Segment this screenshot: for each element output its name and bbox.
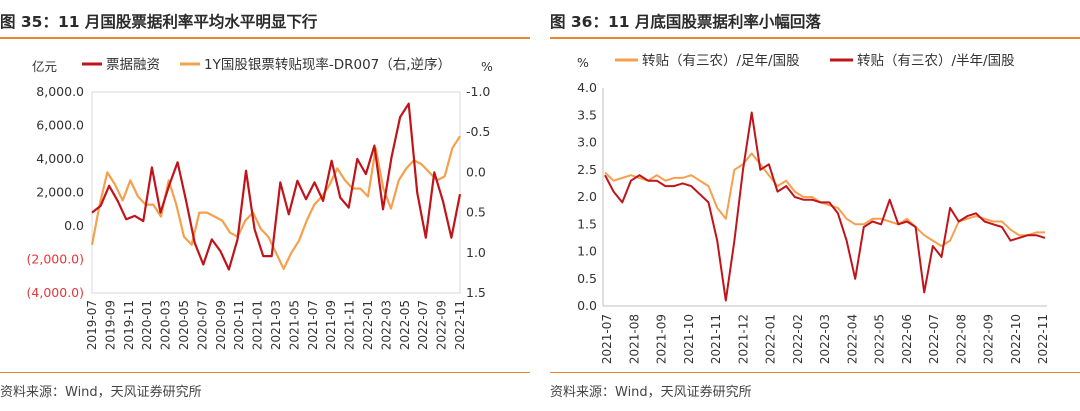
left-x-tick-label: 2020-05 bbox=[177, 300, 191, 350]
right-x-tick-label: 2022-05 bbox=[873, 314, 887, 364]
left-x-tick-label: 2020-09 bbox=[214, 300, 228, 350]
left-axis-unit: 亿元 bbox=[32, 59, 57, 74]
right-chart-y-tick-label: 4.0 bbox=[577, 80, 597, 95]
right-y-tick-label: 0.0 bbox=[466, 164, 486, 179]
left-y-tick-label: (2,000.0) bbox=[27, 252, 84, 267]
right-x-tick-label: 2022-03 bbox=[818, 314, 832, 364]
right-x-tick-label: 2021-08 bbox=[627, 314, 641, 364]
right-x-tick-label: 2021-12 bbox=[736, 314, 750, 364]
left-x-tick-label: 2019-07 bbox=[85, 300, 99, 350]
right-x-tick-label: 2022-01 bbox=[764, 314, 778, 364]
right-chart-y-tick-label: 0.5 bbox=[577, 271, 597, 286]
right-axis-unit: % bbox=[481, 59, 493, 74]
left-source-note: 资料来源：Wind，天风证券研究所 bbox=[0, 385, 202, 400]
right-source-note: 资料来源：Wind，天风证券研究所 bbox=[550, 385, 752, 400]
right-chart-y-tick-label: 3.5 bbox=[577, 107, 597, 122]
left-y-tick-label: 6,000.0 bbox=[36, 118, 84, 133]
right-x-tick-label: 2022-04 bbox=[845, 314, 859, 364]
right-x-tick-label: 2022-07 bbox=[927, 314, 941, 364]
left-chart: 8,000.0 6,000.0 4,000.0 2,000.0 0.0 (2,000.0)… bbox=[27, 56, 493, 350]
right-x-tick-label: 2022-10 bbox=[1009, 314, 1023, 364]
left-y-tick-label: 4,000.0 bbox=[36, 151, 84, 166]
right-x-tick-label: 2022-02 bbox=[791, 314, 805, 364]
right-x-tick-label: 2021-10 bbox=[682, 314, 696, 364]
right-x-tick-label: 2021-11 bbox=[709, 314, 723, 364]
left-x-tick-label: 2022-07 bbox=[416, 300, 430, 350]
right-y-tick-label: 1.5 bbox=[466, 285, 486, 300]
left-y-tick-label: (4,000.0) bbox=[27, 285, 84, 300]
left-x-tick-label: 2020-11 bbox=[232, 300, 246, 350]
left-x-tick-label: 2019-11 bbox=[122, 300, 136, 350]
right-chart-y-tick-label: 0.0 bbox=[577, 298, 597, 313]
right-source-rule bbox=[550, 372, 1080, 373]
series-line-half-year bbox=[604, 111, 1046, 302]
right-chart-y-unit: % bbox=[577, 55, 589, 70]
left-x-tick-label: 2020-03 bbox=[159, 300, 173, 350]
left-x-tick-label: 2021-01 bbox=[251, 300, 265, 350]
left-x-tick-label: 2021-11 bbox=[343, 300, 357, 350]
right-chart: 0.0 0.5 1.0 1.5 2.0 2.5 3.0 3.5 4.0% 转贴（有三农）/足年/国… bbox=[577, 53, 1050, 364]
left-x-tick-label: 2021-07 bbox=[306, 300, 320, 350]
right-chart-y-tick-label: 1.0 bbox=[577, 244, 597, 259]
left-y-tick-label: 2,000.0 bbox=[36, 185, 84, 200]
right-x-tick-label: 2022-11 bbox=[1036, 314, 1050, 364]
series-line-discount-rate-spread bbox=[90, 135, 461, 270]
legend-label-discount-rate-spread: 1Y国股银票转贴现率-DR007（右,逆序） bbox=[204, 56, 451, 73]
right-chart-y-tick-label: 2.5 bbox=[577, 162, 597, 177]
left-x-tick-label: 2022-09 bbox=[435, 300, 449, 350]
left-x-tick-label: 2022-11 bbox=[453, 300, 467, 350]
right-x-tick-label: 2021-09 bbox=[655, 314, 669, 364]
right-x-tick-label: 2022-06 bbox=[900, 314, 914, 364]
legend-label-bill-financing: 票据融资 bbox=[106, 57, 160, 73]
series-line-bill-financing bbox=[91, 102, 462, 271]
left-x-tick-label: 2021-05 bbox=[287, 300, 301, 350]
left-x-tick-label: 2021-09 bbox=[324, 300, 338, 350]
right-y-tick-label: 0.5 bbox=[466, 205, 486, 220]
left-title-rule bbox=[0, 37, 530, 39]
left-x-tick-label: 2019-09 bbox=[103, 300, 117, 350]
right-y-tick-label: -1.0 bbox=[466, 84, 490, 99]
left-x-tick-label: 2021-03 bbox=[269, 300, 283, 350]
left-x-tick-label: 2022-01 bbox=[361, 300, 375, 350]
left-x-tick-label: 2020-01 bbox=[140, 300, 154, 350]
right-x-tick-label: 2022-09 bbox=[982, 314, 996, 364]
left-chart-title: 图 35：11 月国股票据利率平均水平明显下行 bbox=[0, 13, 318, 31]
right-x-tick-label: 2021-07 bbox=[600, 314, 614, 364]
legend-label-half-year: 转贴（有三农）/半年/国股 bbox=[857, 53, 1015, 69]
left-x-tick-label: 2020-07 bbox=[195, 300, 209, 350]
legend-label-full-year: 转贴（有三农）/足年/国股 bbox=[642, 53, 800, 69]
left-y-tick-label: 0.0 bbox=[64, 218, 84, 233]
series-line-full-year bbox=[604, 152, 1045, 247]
left-source-rule bbox=[0, 372, 530, 373]
left-plot-frame bbox=[91, 91, 461, 294]
left-x-tick-label: 2022-03 bbox=[379, 300, 393, 350]
right-chart-y-tick-label: 1.5 bbox=[577, 216, 597, 231]
right-chart-y-tick-label: 3.0 bbox=[577, 135, 597, 150]
left-x-tick-label: 2022-05 bbox=[398, 300, 412, 350]
right-x-tick-label: 2022-08 bbox=[954, 314, 968, 364]
right-chart-y-tick-label: 2.0 bbox=[577, 189, 597, 204]
right-title-rule bbox=[550, 37, 1080, 39]
left-y-tick-label: 8,000.0 bbox=[36, 84, 84, 99]
right-panel: 图 36：11 月底国股票据利率小幅回落 0.0 0.5 1.0 1.5 2.0 2.5 3… bbox=[550, 0, 1080, 411]
right-chart-title: 图 36：11 月底国股票据利率小幅回落 bbox=[550, 13, 821, 31]
left-panel: 图 35：11 月国股票据利率平均水平明显下行 8,000.0 6,000.0 4,… bbox=[0, 0, 530, 411]
right-y-tick-label: -0.5 bbox=[466, 124, 490, 139]
right-y-tick-label: 1.0 bbox=[466, 245, 486, 260]
